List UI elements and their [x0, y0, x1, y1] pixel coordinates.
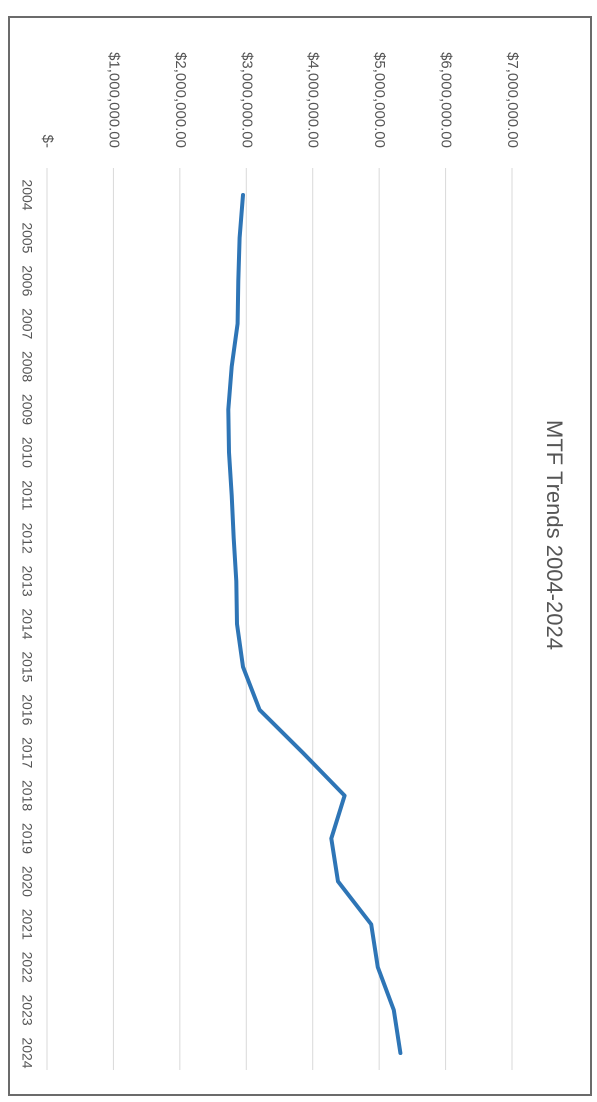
x-tick-label: 2004 [19, 179, 35, 210]
x-tick-label: 2005 [19, 222, 35, 253]
y-tick-label: $4,000,000.00 [305, 52, 322, 148]
x-tick-label: 2010 [19, 437, 35, 468]
x-tick-label: 2011 [19, 480, 35, 510]
y-tick-label: $- [39, 135, 56, 148]
y-tick-label: $3,000,000.00 [238, 52, 255, 148]
y-tick-label: $2,000,000.00 [172, 52, 189, 148]
x-tick-label: 2009 [19, 394, 35, 425]
x-tick-label: 2019 [19, 823, 35, 854]
x-tick-label: 2014 [19, 608, 35, 639]
x-tick-label: 2022 [19, 952, 35, 983]
x-tick-label: 2018 [19, 780, 35, 811]
gridlines [46, 168, 513, 1070]
y-axis-tick-labels: $- $1,000,000.00 $2,000,000.00 $3,000,000.0… [39, 52, 521, 148]
x-tick-label: 2017 [19, 737, 35, 768]
x-tick-label: 2024 [19, 1037, 35, 1068]
x-tick-label: 2016 [19, 694, 35, 725]
x-tick-label: 2020 [19, 866, 35, 897]
x-tick-label: 2015 [19, 651, 35, 682]
x-tick-label: 2007 [19, 308, 35, 339]
chart-title: MTF Trends 2004-2024 [542, 420, 567, 650]
y-tick-label: $5,000,000.00 [371, 52, 388, 148]
x-tick-label: 2013 [19, 566, 35, 597]
chart-frame [8, 16, 592, 1096]
x-axis-tick-labels: 2004 2005 2006 2007 2008 2009 2010 2011 2012 2013… [19, 179, 35, 1068]
y-tick-label: $7,000,000.00 [504, 52, 521, 148]
x-tick-label: 2023 [19, 995, 35, 1026]
y-tick-label: $1,000,000.00 [105, 52, 122, 148]
x-tick-label: 2012 [19, 523, 35, 554]
x-tick-label: 2008 [19, 351, 35, 382]
y-tick-label: $6,000,000.00 [438, 52, 455, 148]
x-tick-label: 2006 [19, 265, 35, 296]
series-line [226, 193, 403, 1055]
x-tick-label: 2021 [19, 909, 35, 940]
series-layer [226, 193, 403, 1055]
